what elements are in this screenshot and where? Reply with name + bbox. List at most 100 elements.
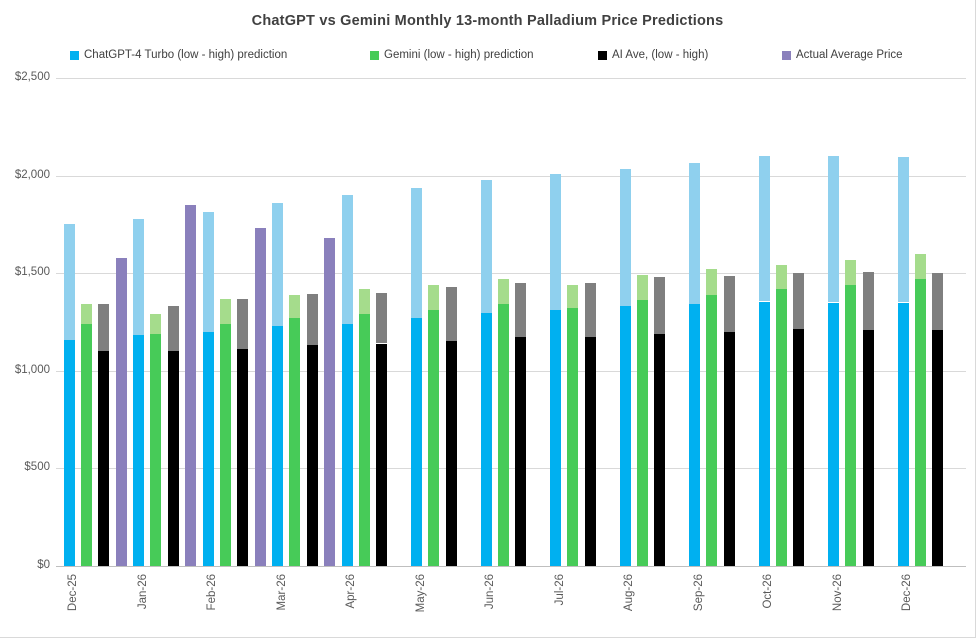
bar-2-low-Mar-26: [306, 345, 318, 566]
x-axis-tick-label: Jun-26: [484, 574, 496, 610]
bar-2-low-Sep-26: [723, 331, 735, 566]
bar-2-high-Mar-26: [306, 293, 318, 346]
bar-2-low-Oct-26: [793, 328, 805, 566]
bar-1-high-Aug-26: [636, 275, 648, 300]
bar-2-low-Dec-25: [98, 351, 110, 566]
bar-0-high-Aug-26: [619, 168, 631, 307]
bar-0-high-May-26: [411, 188, 422, 319]
bar-1-low-Mar-26: [289, 318, 301, 566]
bar-1-low-Jun-26: [497, 304, 509, 566]
y-axis-tick-label: $1,500: [14, 266, 50, 279]
bar-1-high-Dec-25: [80, 304, 92, 324]
bar-1-high-Oct-26: [775, 265, 787, 289]
bar-0-high-Feb-26: [202, 211, 214, 332]
bar-2-low-Nov-26: [862, 329, 874, 566]
x-axis-tick-label: May-26: [414, 574, 427, 613]
bar-1-high-Nov-26: [845, 259, 857, 285]
x-axis-tick-label: Mar-26: [275, 574, 288, 611]
bar-2-high-Apr-26: [376, 292, 388, 344]
y-axis-tick-label: $1,000: [14, 363, 50, 376]
gridline: [56, 370, 966, 372]
y-axis-tick-label: $2,500: [14, 71, 50, 83]
bar-0-low-Oct-26: [758, 301, 770, 566]
bar-1-low-Apr-26: [358, 314, 370, 566]
bar-1-low-Feb-26: [219, 324, 231, 566]
bar-0-low-Jan-26: [133, 334, 144, 566]
legend-item-ai-ave: AI Ave, (low - high): [598, 47, 708, 63]
bar-2-low-Feb-26: [237, 349, 249, 566]
bar-2-high-Dec-26: [932, 273, 944, 330]
legend-item-actual: Actual Average Price: [782, 47, 903, 63]
bar-0-low-Dec-25: [63, 339, 75, 566]
bar-0-high-Dec-26: [897, 157, 909, 303]
y-axis-tick-label: $500: [24, 461, 50, 474]
bar-0-high-Jul-26: [550, 173, 561, 311]
bar-0-low-Nov-26: [828, 302, 839, 566]
x-axis-tick-label: Oct-26: [762, 574, 774, 609]
bar-0-low-Feb-26: [202, 331, 214, 566]
bar-2-low-May-26: [445, 340, 457, 566]
gridline: [56, 78, 966, 79]
x-axis-tick-label: Feb-26: [206, 574, 218, 611]
bar-1-high-May-26: [428, 284, 440, 311]
chart-title: ChatGPT vs Gemini Monthly 13-month Palla…: [251, 13, 724, 29]
bar-1-low-Dec-26: [914, 279, 926, 566]
bar-0-high-Oct-26: [758, 156, 770, 302]
bar-2-high-Sep-26: [723, 276, 735, 332]
y-axis-tick-label: $0: [37, 559, 50, 571]
bar-0-high-Nov-26: [828, 156, 839, 303]
bar-actual-Feb-26: [254, 228, 266, 566]
bar-1-low-May-26: [428, 310, 440, 566]
bar-2-low-Aug-26: [654, 333, 666, 566]
x-axis-tick-label: Dec-25: [67, 574, 79, 612]
bar-2-low-Dec-26: [932, 329, 944, 566]
bar-0-low-Dec-26: [897, 302, 909, 566]
bar-2-low-Jan-26: [167, 351, 179, 566]
bar-0-high-Dec-25: [63, 224, 75, 340]
bar-0-high-Sep-26: [689, 162, 700, 305]
bar-2-high-Aug-26: [654, 277, 666, 334]
bar-2-high-Jul-26: [584, 283, 596, 337]
bar-0-high-Mar-26: [272, 202, 283, 326]
ai-ave-series-swatch-icon: [598, 50, 607, 60]
bar-1-low-Dec-25: [80, 324, 92, 566]
legend-label-ai-ave: AI Ave, (low - high): [612, 49, 709, 61]
bar-1-low-Oct-26: [775, 288, 787, 566]
bar-1-high-Apr-26: [358, 288, 370, 315]
bar-2-high-Dec-25: [98, 304, 110, 352]
bar-1-high-Mar-26: [289, 294, 301, 319]
bar-1-high-Jun-26: [497, 279, 509, 305]
bar-1-high-Dec-26: [914, 253, 926, 280]
bar-0-low-Jun-26: [480, 313, 492, 566]
bar-0-low-Sep-26: [689, 304, 700, 566]
bar-2-low-Jun-26: [515, 336, 527, 566]
legend-label-actual: Actual Average Price: [796, 49, 903, 61]
bar-1-high-Sep-26: [706, 269, 718, 295]
x-axis-tick-label: Jan-26: [136, 574, 149, 610]
bar-0-low-Aug-26: [619, 306, 631, 566]
bar-2-high-May-26: [445, 286, 457, 341]
gridline: [56, 468, 966, 470]
bar-actual-Dec-25: [115, 257, 127, 566]
x-axis-tick-label: Jul-26: [553, 574, 566, 606]
bar-0-high-Jan-26: [133, 218, 144, 335]
x-axis-tick-label: Dec-26: [901, 574, 913, 612]
legend-label-chatgpt: ChatGPT-4 Turbo (low - high) prediction: [84, 49, 288, 61]
chatgpt-series-swatch-icon: [70, 50, 79, 60]
bar-1-low-Jul-26: [567, 308, 579, 566]
actual-series-swatch-icon: [782, 50, 791, 60]
gridline: [56, 273, 966, 275]
bar-0-low-Apr-26: [341, 324, 353, 566]
bar-2-high-Nov-26: [862, 272, 874, 330]
x-axis-tick-label: Aug-26: [623, 574, 635, 612]
bar-2-high-Jan-26: [167, 306, 179, 352]
bar-0-low-Mar-26: [272, 325, 283, 566]
bar-0-high-Apr-26: [341, 195, 353, 324]
chart-legend: ChatGPT-4 Turbo (low - high) prediction …: [0, 47, 975, 65]
bar-1-high-Jul-26: [567, 284, 579, 309]
bar-2-low-Jul-26: [584, 336, 596, 566]
bar-1-low-Sep-26: [706, 294, 718, 566]
bar-2-high-Jun-26: [515, 283, 527, 337]
x-axis-tick-label: Nov-26: [831, 574, 844, 612]
